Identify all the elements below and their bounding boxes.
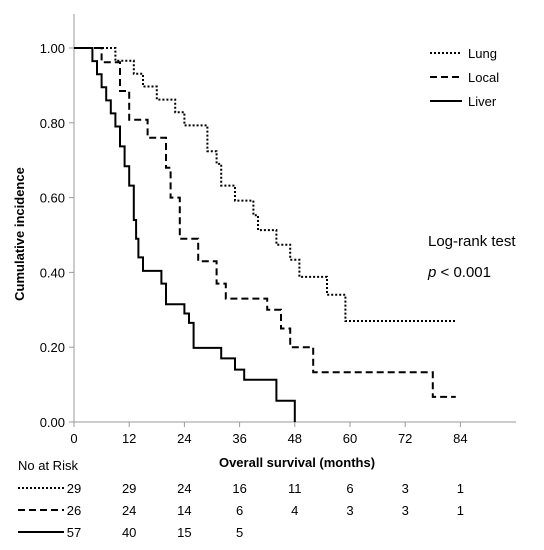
series-group	[74, 47, 456, 422]
risk-cell: 14	[177, 503, 191, 518]
x-tick-label: 72	[398, 431, 412, 446]
risk-cell: 11	[288, 481, 302, 496]
risk-cell: 16	[232, 481, 246, 496]
y-tick-label: 0.60	[40, 191, 65, 206]
risk-cell: 29	[122, 481, 136, 496]
risk-cell: 1	[457, 481, 464, 496]
series-line-lung	[74, 47, 456, 322]
y-tick-label: 0.40	[40, 265, 65, 280]
y-tick-label: 0.80	[40, 116, 65, 131]
risk-cell: 1	[457, 503, 464, 518]
y-tick-group: 0.00 0.20 0.40 0.60 0.80 1.00	[40, 41, 74, 430]
series-line-local	[74, 47, 456, 398]
legend: Lung Local Liver	[430, 46, 499, 109]
annotation: Log-rank test p < 0.001	[427, 233, 516, 281]
risk-table-header: No at Risk	[18, 458, 78, 473]
risk-cell: 15	[177, 525, 191, 540]
risk-cell: 6	[346, 481, 353, 496]
legend-label-local: Local	[468, 70, 499, 85]
x-axis-label: Overall survival (months)	[219, 455, 375, 470]
risk-cell: 4	[291, 503, 298, 518]
y-tick-label: 0.20	[40, 340, 65, 355]
risk-cell: 40	[122, 525, 136, 540]
x-tick-label: 84	[453, 431, 467, 446]
risk-cell: 24	[177, 481, 191, 496]
x-tick-label: 48	[288, 431, 302, 446]
risk-cell: 5	[236, 525, 243, 540]
plot-area: 0.00 0.20 0.40 0.60 0.80 1.00 0 12 24 36 48 60 72 84	[40, 14, 516, 446]
x-tick-label: 0	[70, 431, 77, 446]
risk-cell: 29	[67, 481, 81, 496]
annotation-pvalue: p < 0.001	[427, 264, 491, 281]
risk-cell: 3	[346, 503, 353, 518]
legend-label-liver: Liver	[468, 94, 497, 109]
x-tick-label: 36	[232, 431, 246, 446]
x-tick-label: 12	[122, 431, 136, 446]
risk-cell: 26	[67, 503, 81, 518]
annotation-title: Log-rank test	[428, 233, 516, 250]
risk-table: No at Risk 29 29 24 16 11 6 3 1 26 24 14 6 4 3 3 1 57 40 1…	[18, 458, 464, 540]
x-tick-label: 60	[343, 431, 357, 446]
annotation-p-symbol: p	[427, 264, 436, 281]
y-tick-label: 0.00	[40, 415, 65, 430]
y-tick-label: 1.00	[40, 41, 65, 56]
y-axis-label: Cumulative incidence	[12, 167, 27, 301]
risk-cell: 57	[67, 525, 81, 540]
risk-cell: 24	[122, 503, 136, 518]
series-line-liver	[74, 47, 296, 422]
legend-label-lung: Lung	[468, 46, 497, 61]
risk-cell: 3	[402, 503, 409, 518]
annotation-p-text: < 0.001	[436, 264, 491, 281]
x-tick-label: 24	[177, 431, 191, 446]
x-tick-group: 0 12 24 36 48 60 72 84	[70, 422, 468, 446]
risk-cell: 3	[402, 481, 409, 496]
risk-cell: 6	[236, 503, 243, 518]
